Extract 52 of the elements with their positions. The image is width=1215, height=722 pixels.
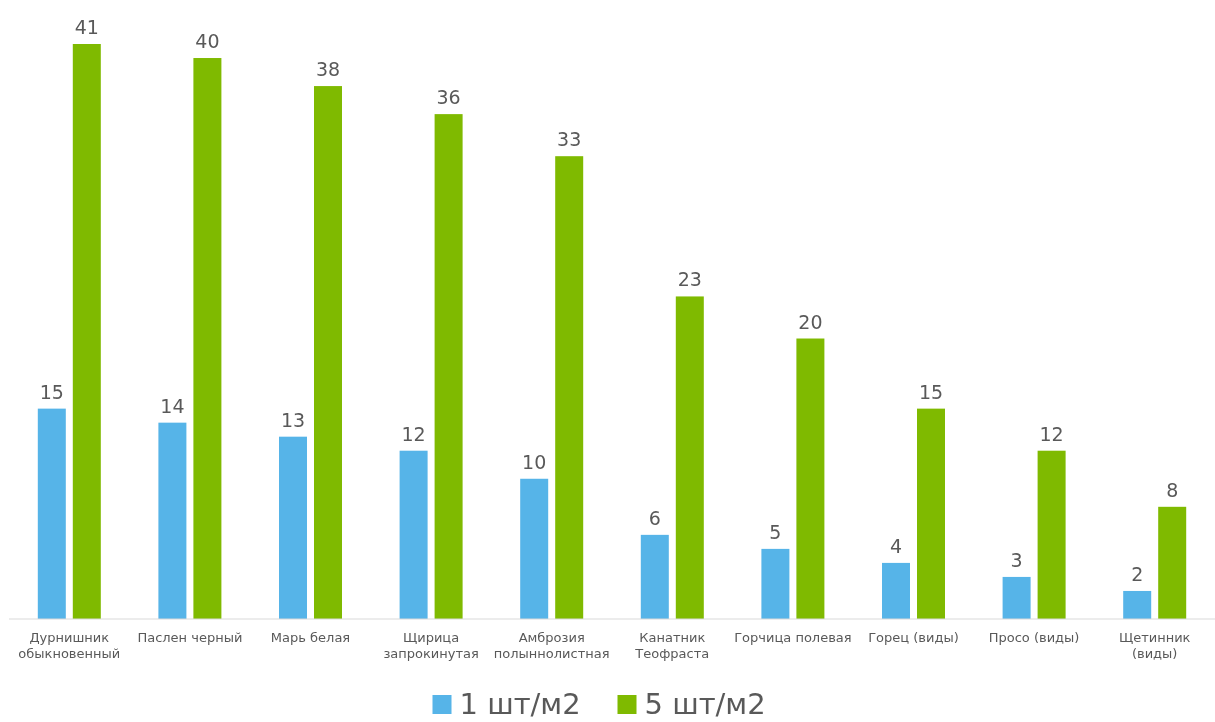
data-label: 6 [648, 506, 661, 529]
x-tick-label: Амброзия полыннолистная [493, 630, 610, 661]
x-tick-label: Марь белая [270, 630, 351, 645]
data-label: 13 [280, 408, 306, 431]
x-tick-label: Горчица полевая [734, 630, 852, 645]
bar [314, 86, 342, 619]
bar [279, 436, 307, 619]
bar [675, 296, 704, 619]
data-label: 33 [557, 128, 582, 151]
bar [1123, 590, 1152, 619]
bar [882, 562, 910, 619]
bar [37, 408, 66, 619]
data-label: 8 [1166, 478, 1179, 501]
x-tick-label: Канатник Теофраста [634, 630, 710, 661]
bar [434, 114, 463, 619]
bar [193, 58, 222, 619]
data-label: 38 [315, 58, 341, 81]
bar [917, 408, 945, 619]
bar [1158, 506, 1187, 619]
bar [158, 422, 187, 619]
bar [761, 548, 790, 619]
data-label: 15 [39, 380, 64, 403]
data-label: 4 [889, 534, 903, 557]
data-label: 2 [1131, 562, 1144, 585]
data-label: 3 [1010, 548, 1023, 571]
data-label: 10 [522, 450, 547, 473]
x-tick-label: Щирица запрокинутая [383, 630, 479, 661]
x-tick-label: Горец (виды) [868, 630, 959, 645]
data-label: 23 [677, 268, 702, 291]
data-label: 12 [401, 422, 426, 445]
bar [72, 44, 101, 619]
legend-label: 1 шт/м2 [459, 687, 581, 721]
bar [555, 156, 584, 619]
x-tick-label: Паслен черный [137, 630, 243, 645]
x-tick-label: Щетинник (виды) [1118, 630, 1191, 661]
data-label: 41 [74, 16, 99, 38]
x-tick-label: Просо (виды) [988, 630, 1080, 645]
bar [796, 338, 825, 619]
data-label: 20 [798, 310, 823, 333]
data-label: 14 [160, 394, 185, 417]
data-label: 12 [1039, 422, 1064, 445]
data-label: 40 [195, 30, 220, 53]
x-tick-label: Дурнишник обыкновенный [18, 630, 121, 661]
bar [520, 478, 549, 619]
data-label: 5 [769, 520, 782, 543]
bar [399, 450, 428, 619]
legend-label: 5 шт/м2 [644, 687, 766, 721]
data-label: 15 [918, 380, 944, 403]
bar [1037, 450, 1066, 619]
bar [1002, 576, 1031, 619]
data-label: 36 [436, 86, 461, 109]
bar [640, 534, 669, 619]
